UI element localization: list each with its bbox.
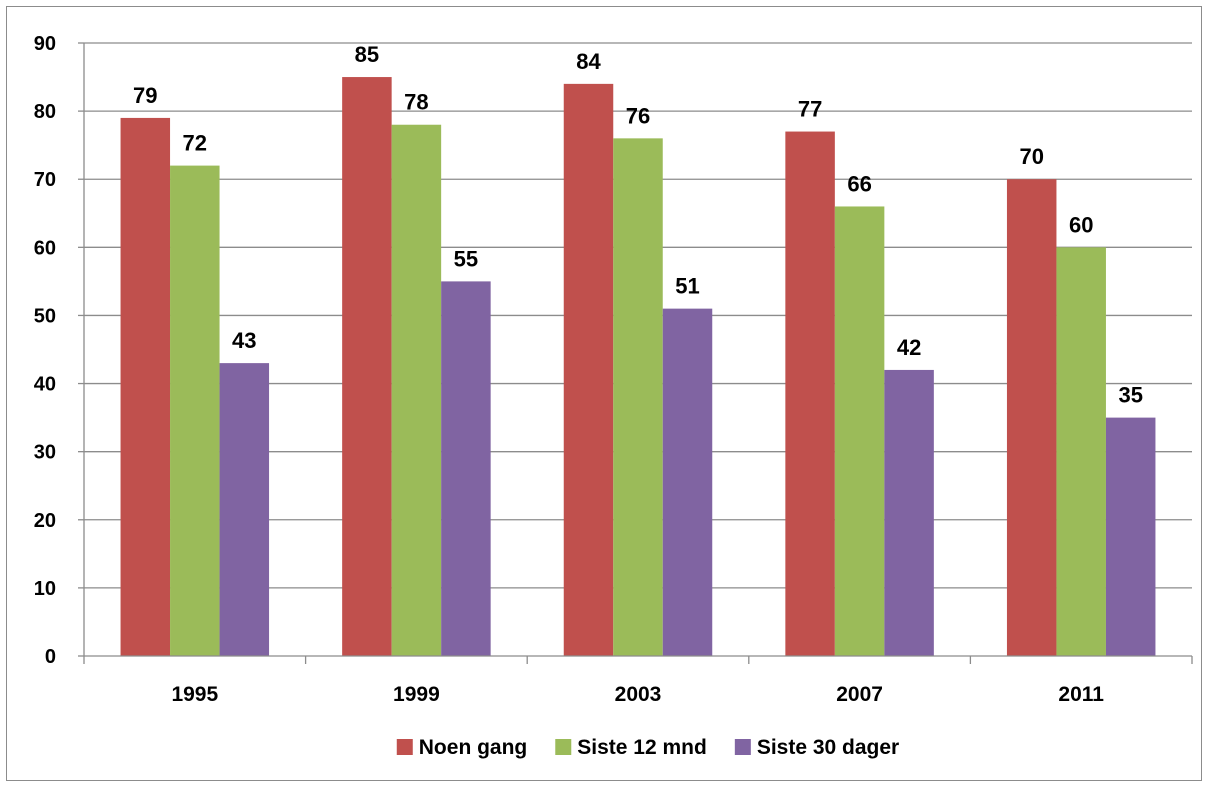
data-label: 60 — [1069, 212, 1093, 237]
data-label: 42 — [897, 335, 921, 360]
legend-swatch — [734, 739, 751, 755]
data-labels: 79 72 43 85 78 55 84 76 51 77 66 42 70 60 35 — [133, 42, 1143, 408]
bar-siste-30-dager-1995 — [219, 363, 270, 656]
data-label: 84 — [576, 49, 601, 74]
bar-siste-30-dager-1999 — [441, 281, 491, 656]
y-tick-label: 20 — [34, 510, 56, 532]
x-tick-label: 1995 — [171, 683, 218, 706]
data-label: 43 — [232, 328, 256, 353]
legend-item-noen-gang: Noen gang — [396, 736, 528, 759]
legend-label: Siste 30 dager — [757, 736, 899, 759]
legend-label: Noen gang — [419, 736, 528, 759]
y-tick-label: 60 — [34, 237, 56, 259]
bar-siste-12-mnd-2003 — [613, 138, 663, 656]
bar-siste-12-mnd-2007 — [834, 206, 885, 656]
y-tick-label: 90 — [34, 33, 56, 55]
y-tick-label: 10 — [34, 578, 56, 600]
x-tick-label: 2003 — [615, 683, 662, 706]
axes: 0 10 20 30 40 50 60 70 80 90 1995 1999 2003 2007 2011 — [34, 33, 1193, 706]
data-label: 79 — [133, 83, 157, 108]
bar-noen-gang-2007 — [785, 131, 835, 657]
y-tick-label: 30 — [34, 442, 56, 464]
bar-siste-12-mnd-1999 — [391, 124, 442, 656]
data-label: 66 — [847, 171, 871, 196]
legend-item-siste-30-dager: Siste 30 dager — [734, 736, 899, 759]
y-tick-label: 80 — [34, 101, 56, 123]
data-label: 78 — [404, 90, 428, 115]
x-tick-label: 1999 — [393, 683, 440, 706]
bar-siste-30-dager-2007 — [884, 369, 934, 656]
bar-siste-12-mnd-1995 — [170, 165, 220, 656]
data-label: 51 — [675, 274, 699, 299]
legend-swatch — [555, 739, 572, 755]
y-tick-label: 50 — [34, 305, 56, 327]
data-label: 76 — [626, 103, 650, 128]
data-label: 72 — [183, 131, 207, 156]
bar-siste-12-mnd-2011 — [1056, 247, 1106, 657]
data-label: 70 — [1019, 144, 1043, 169]
bar-noen-gang-2011 — [1006, 179, 1057, 656]
legend-item-siste-12-mnd: Siste 12 mnd — [555, 736, 707, 759]
bar-siste-30-dager-2011 — [1105, 417, 1156, 656]
legend-swatch — [396, 739, 413, 755]
x-tick-label: 2007 — [836, 683, 883, 706]
data-label: 55 — [454, 246, 478, 271]
legend: Noen gang Siste 12 mnd Siste 30 dager — [396, 736, 899, 759]
bar-noen-gang-1995 — [120, 117, 171, 656]
bar-siste-30-dager-2003 — [662, 308, 713, 656]
bars — [120, 77, 1156, 657]
legend-label: Siste 12 mnd — [577, 736, 707, 759]
bar-noen-gang-1999 — [342, 77, 392, 657]
data-label: 35 — [1118, 383, 1142, 408]
y-tick-label: 70 — [34, 169, 56, 191]
x-tick-label: 2011 — [1058, 683, 1104, 706]
data-label: 85 — [355, 42, 379, 67]
data-label: 77 — [798, 97, 822, 122]
y-tick-label: 40 — [34, 374, 56, 396]
bar-noen-gang-2003 — [563, 83, 614, 656]
y-tick-label: 0 — [45, 646, 56, 668]
